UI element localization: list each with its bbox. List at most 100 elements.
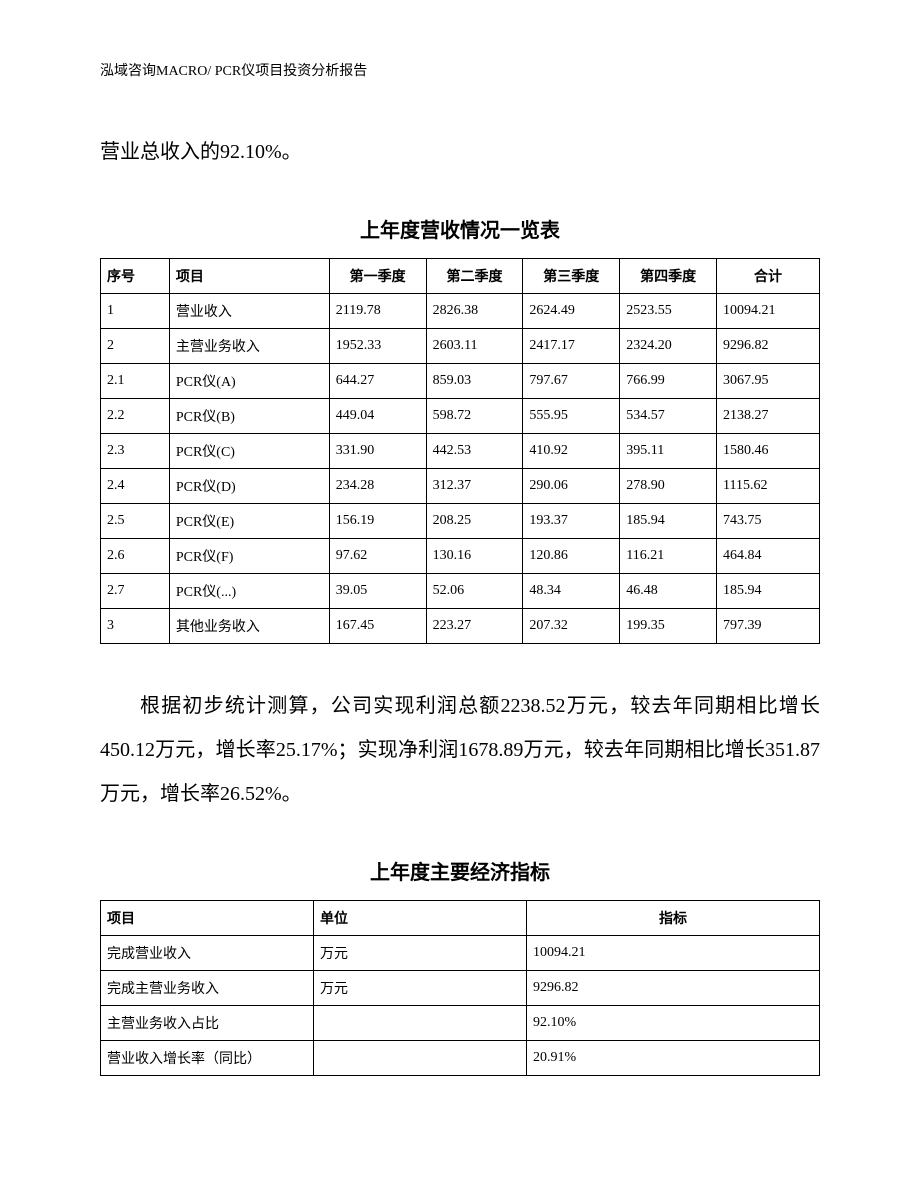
cell: 185.94	[717, 574, 820, 609]
document-page: 泓域咨询MACRO/ PCR仪项目投资分析报告 营业总收入的92.10%。 上年…	[0, 0, 920, 1196]
cell: 9296.82	[717, 329, 820, 364]
cell: 10094.21	[717, 294, 820, 329]
cell: 3067.95	[717, 364, 820, 399]
cell: 20.91%	[527, 1041, 820, 1076]
cell: 2138.27	[717, 399, 820, 434]
table-row: 2.4PCR仪(D)234.28312.37290.06278.901115.6…	[101, 469, 820, 504]
cell: 278.90	[620, 469, 717, 504]
cell: 2.4	[101, 469, 170, 504]
cell: 1115.62	[717, 469, 820, 504]
cell: 859.03	[426, 364, 523, 399]
cell: PCR仪(...)	[169, 574, 329, 609]
cell: 234.28	[329, 469, 426, 504]
cell: 644.27	[329, 364, 426, 399]
cell: 116.21	[620, 539, 717, 574]
cell: 营业收入增长率（同比）	[101, 1041, 314, 1076]
cell: 2.3	[101, 434, 170, 469]
cell: 598.72	[426, 399, 523, 434]
cell: 156.19	[329, 504, 426, 539]
cell: 464.84	[717, 539, 820, 574]
col-project-header: 项目	[101, 901, 314, 936]
cell: 208.25	[426, 504, 523, 539]
table-row: 完成营业收入万元10094.21	[101, 936, 820, 971]
cell: 2523.55	[620, 294, 717, 329]
cell: 主营业务收入占比	[101, 1006, 314, 1041]
cell: 2.2	[101, 399, 170, 434]
cell: 193.37	[523, 504, 620, 539]
cell: 223.27	[426, 609, 523, 644]
table-header-row: 序号 项目 第一季度 第二季度 第三季度 第四季度 合计	[101, 259, 820, 294]
cell: 130.16	[426, 539, 523, 574]
indicator-table: 项目 单位 指标 完成营业收入万元10094.21 完成主营业务收入万元9296…	[100, 900, 820, 1076]
table-row: 2.1PCR仪(A)644.27859.03797.67766.993067.9…	[101, 364, 820, 399]
cell: 52.06	[426, 574, 523, 609]
table-row: 2.3PCR仪(C)331.90442.53410.92395.111580.4…	[101, 434, 820, 469]
page-header: 泓域咨询MACRO/ PCR仪项目投资分析报告	[100, 60, 820, 80]
cell: 9296.82	[527, 971, 820, 1006]
col-item-header: 项目	[169, 259, 329, 294]
cell: PCR仪(C)	[169, 434, 329, 469]
cell: 2324.20	[620, 329, 717, 364]
cell: 其他业务收入	[169, 609, 329, 644]
revenue-table-body: 1营业收入2119.782826.382624.492523.5510094.2…	[101, 294, 820, 644]
indicator-table-body: 完成营业收入万元10094.21 完成主营业务收入万元9296.82 主营业务收…	[101, 936, 820, 1076]
cell: 主营业务收入	[169, 329, 329, 364]
table-row: 2主营业务收入1952.332603.112417.172324.209296.…	[101, 329, 820, 364]
col-seq-header: 序号	[101, 259, 170, 294]
table-row: 完成主营业务收入万元9296.82	[101, 971, 820, 1006]
cell: 3	[101, 609, 170, 644]
cell: 万元	[314, 936, 527, 971]
cell: 完成主营业务收入	[101, 971, 314, 1006]
cell: 39.05	[329, 574, 426, 609]
cell: 449.04	[329, 399, 426, 434]
cell: 46.48	[620, 574, 717, 609]
col-unit-header: 单位	[314, 901, 527, 936]
table-row: 3其他业务收入167.45223.27207.32199.35797.39	[101, 609, 820, 644]
cell: 97.62	[329, 539, 426, 574]
cell: 2	[101, 329, 170, 364]
cell: 534.57	[620, 399, 717, 434]
col-q2-header: 第二季度	[426, 259, 523, 294]
cell: 199.35	[620, 609, 717, 644]
cell: 92.10%	[527, 1006, 820, 1041]
cell: 万元	[314, 971, 527, 1006]
table-row: 2.5PCR仪(E)156.19208.25193.37185.94743.75	[101, 504, 820, 539]
cell: 2.6	[101, 539, 170, 574]
revenue-table: 序号 项目 第一季度 第二季度 第三季度 第四季度 合计 1营业收入2119.7…	[100, 258, 820, 644]
table-row: 2.2PCR仪(B)449.04598.72555.95534.572138.2…	[101, 399, 820, 434]
table-row: 2.6PCR仪(F)97.62130.16120.86116.21464.84	[101, 539, 820, 574]
cell: 48.34	[523, 574, 620, 609]
cell: 完成营业收入	[101, 936, 314, 971]
cell: 1952.33	[329, 329, 426, 364]
cell: 2624.49	[523, 294, 620, 329]
cell: PCR仪(F)	[169, 539, 329, 574]
cell: PCR仪(D)	[169, 469, 329, 504]
cell: 2119.78	[329, 294, 426, 329]
cell: 207.32	[523, 609, 620, 644]
cell: 1580.46	[717, 434, 820, 469]
cell: 2826.38	[426, 294, 523, 329]
table1-title: 上年度营收情况一览表	[100, 214, 820, 243]
cell: 营业收入	[169, 294, 329, 329]
cell: 185.94	[620, 504, 717, 539]
paragraph-mid: 根据初步统计测算，公司实现利润总额2238.52万元，较去年同期相比增长450.…	[100, 684, 820, 816]
table-header-row: 项目 单位 指标	[101, 901, 820, 936]
table-row: 主营业务收入占比 92.10%	[101, 1006, 820, 1041]
cell: 10094.21	[527, 936, 820, 971]
cell: PCR仪(B)	[169, 399, 329, 434]
cell: 797.39	[717, 609, 820, 644]
col-q4-header: 第四季度	[620, 259, 717, 294]
col-indicator-header: 指标	[527, 901, 820, 936]
cell: 797.67	[523, 364, 620, 399]
cell: 555.95	[523, 399, 620, 434]
cell: 766.99	[620, 364, 717, 399]
cell: 290.06	[523, 469, 620, 504]
cell	[314, 1041, 527, 1076]
table-row: 1营业收入2119.782826.382624.492523.5510094.2…	[101, 294, 820, 329]
cell: 395.11	[620, 434, 717, 469]
cell: 2.1	[101, 364, 170, 399]
cell: PCR仪(A)	[169, 364, 329, 399]
cell: 442.53	[426, 434, 523, 469]
cell: PCR仪(E)	[169, 504, 329, 539]
col-q3-header: 第三季度	[523, 259, 620, 294]
